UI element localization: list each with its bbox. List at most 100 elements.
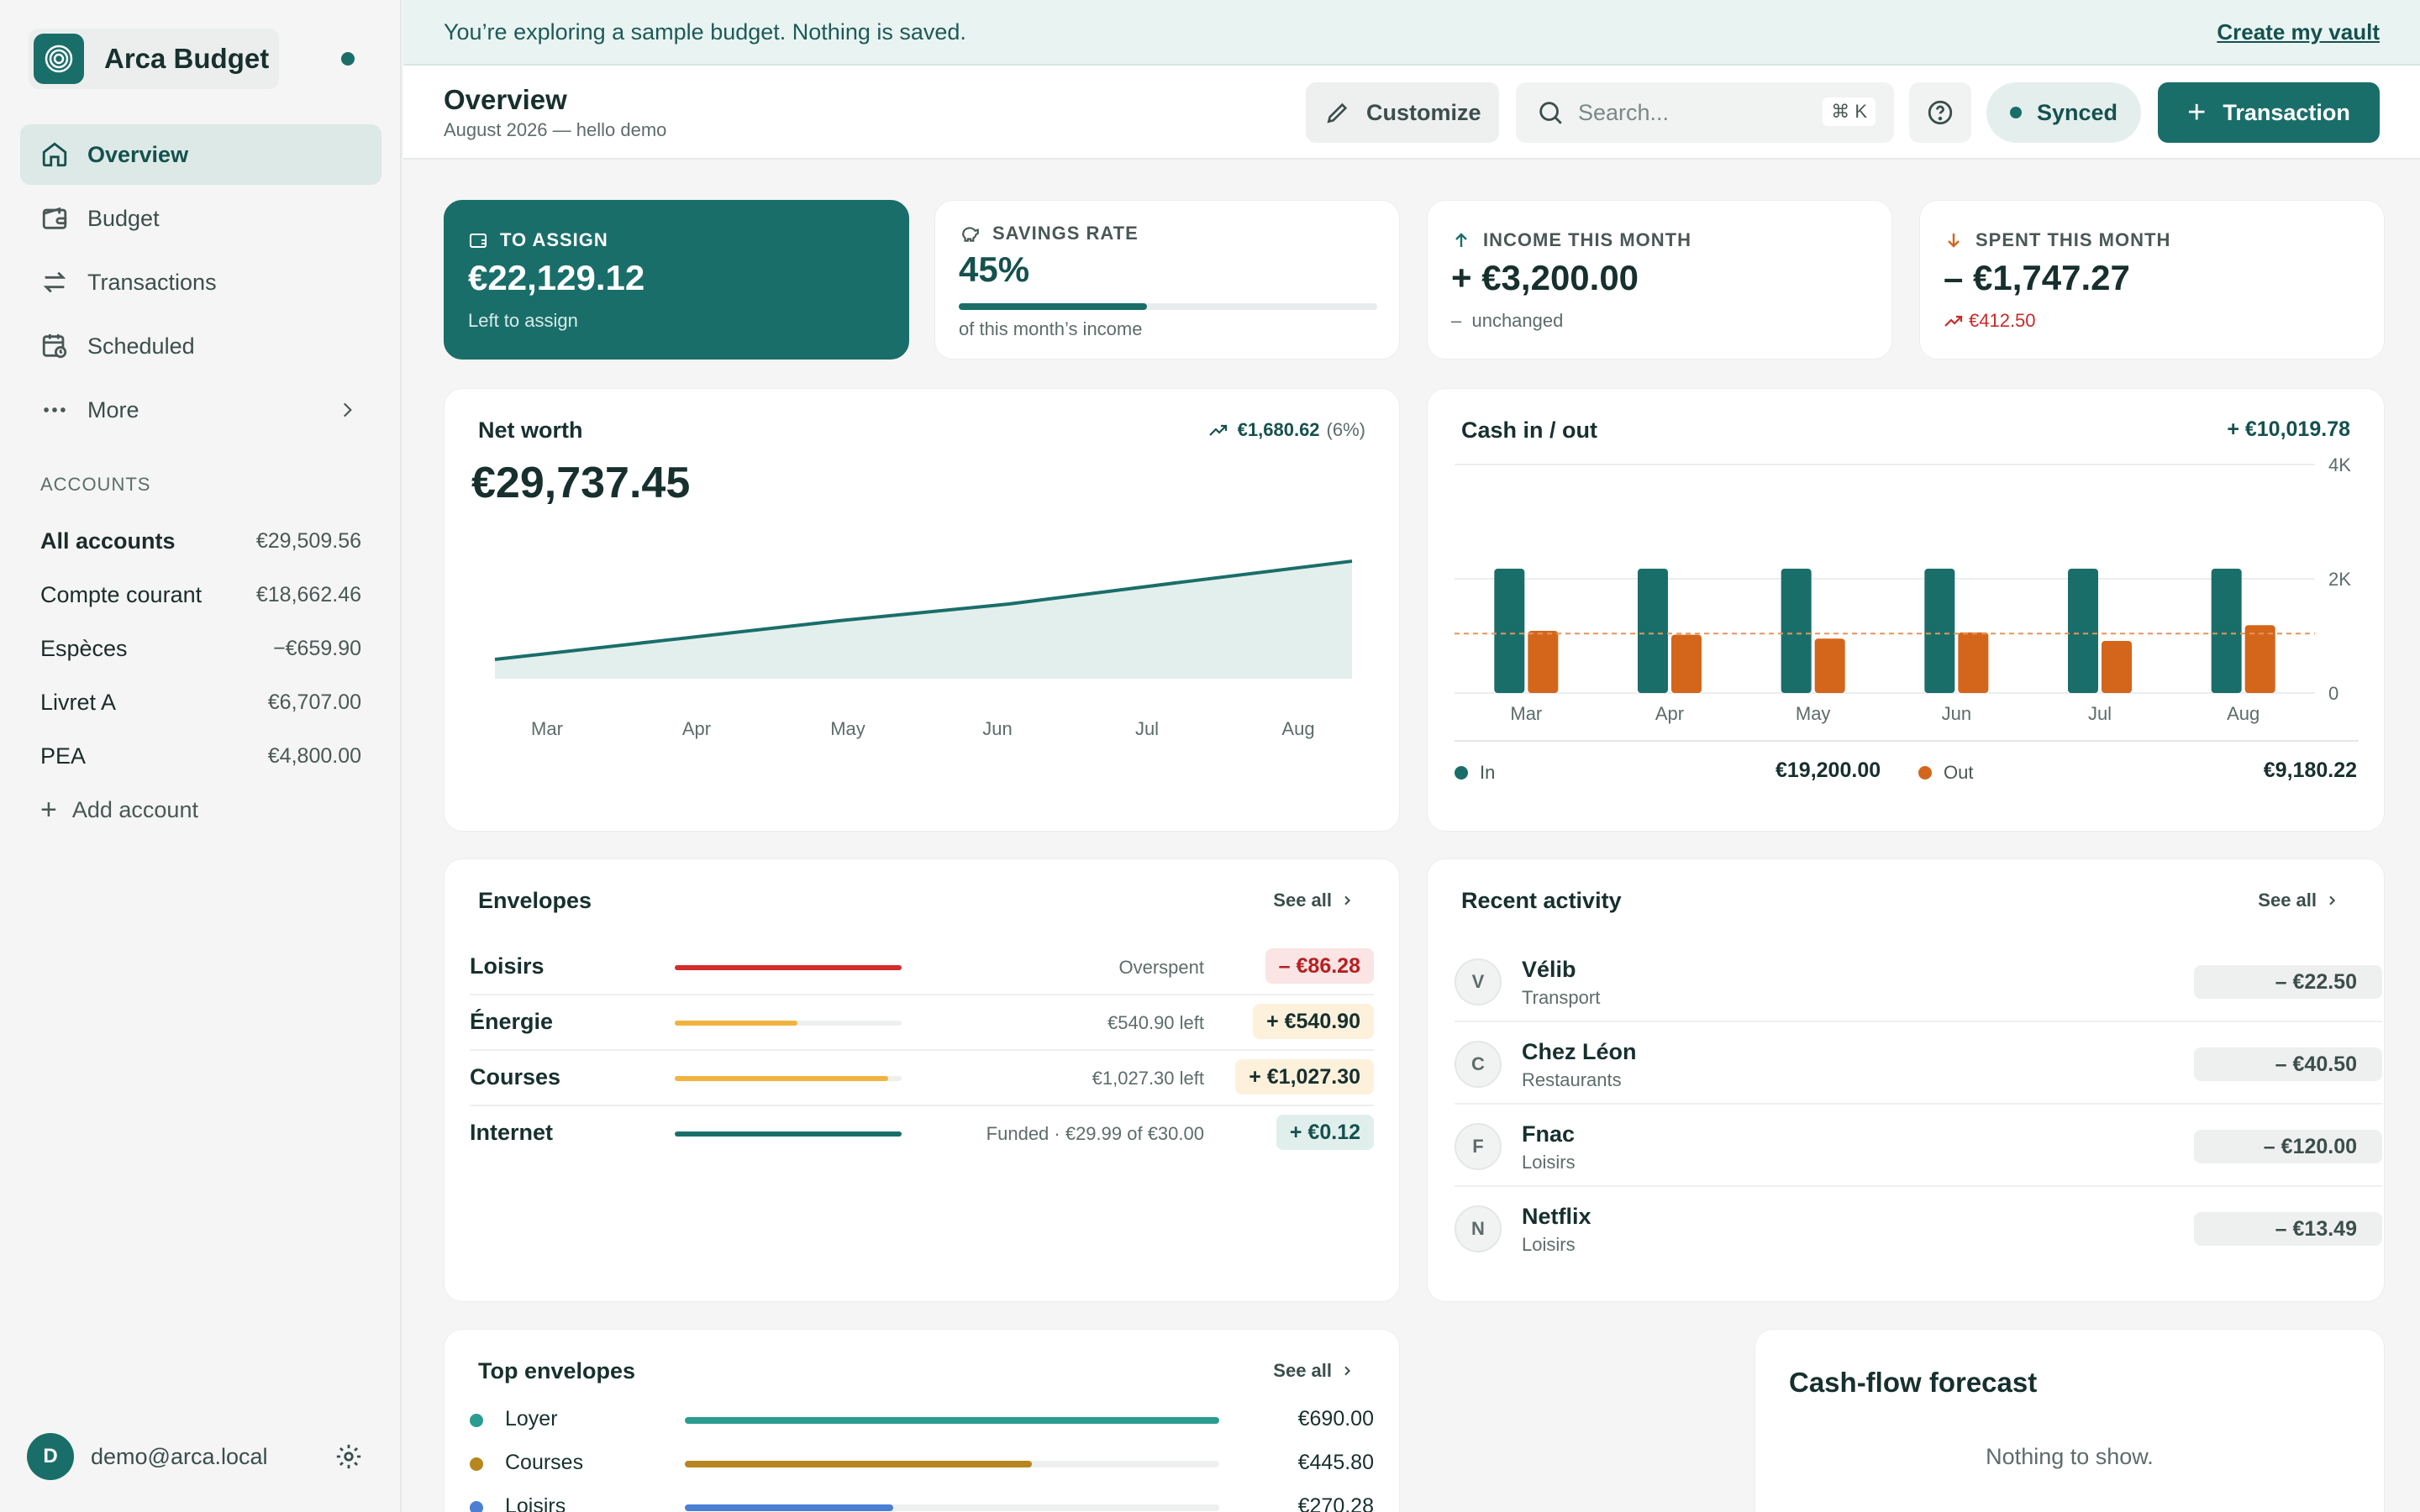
kpi-sub: Left to assign xyxy=(468,310,578,331)
see-all-envelopes[interactable]: See all xyxy=(1273,890,1354,911)
activity-row[interactable]: F Fnac Loisirs – €120.00 xyxy=(1455,1105,2382,1187)
see-all-label: See all xyxy=(2258,890,2317,911)
envelope-amount: €270.28 xyxy=(1297,1494,1374,1512)
sync-status-button[interactable]: Synced xyxy=(1986,82,2141,143)
see-all-activity[interactable]: See all xyxy=(2258,890,2338,911)
kpi-label-text: INCOME THIS MONTH xyxy=(1483,229,1691,250)
kpi-label-text: SAVINGS RATE xyxy=(992,223,1139,244)
create-vault-link[interactable]: Create my vault xyxy=(2217,18,2380,45)
envelope-name: Loisirs xyxy=(470,953,544,979)
plus-icon: + xyxy=(2187,94,2207,130)
sync-dot xyxy=(2009,107,2022,118)
bar-out xyxy=(2102,641,2132,693)
account-row-all[interactable]: All accounts €29,509.56 xyxy=(40,514,361,568)
app-name: Arca Budget xyxy=(104,43,270,74)
change-amount: €1,680.62 xyxy=(1237,419,1320,440)
envelope-progress-track xyxy=(675,1076,902,1081)
brand[interactable]: Arca Budget xyxy=(29,29,279,89)
account-row[interactable]: Espèces −€659.90 xyxy=(40,622,361,675)
top-envelope-row[interactable]: Loisirs €270.28 xyxy=(470,1486,1374,1512)
envelope-row[interactable]: Internet Funded · €29.99 of €30.00 + €0.12 xyxy=(470,1106,1374,1162)
search-icon xyxy=(1539,102,1562,124)
envelope-row[interactable]: Énergie €540.90 left + €540.90 xyxy=(470,995,1374,1051)
nav-item-transactions[interactable]: Transactions xyxy=(20,252,381,312)
bar-in xyxy=(2068,569,2098,693)
search-input[interactable]: Search... ⌘ K xyxy=(1516,82,1894,143)
x-tick-label: Jul xyxy=(1135,718,1159,739)
top-envelope-row[interactable]: Courses €445.80 xyxy=(470,1442,1374,1486)
help-icon xyxy=(1928,100,1953,125)
account-row[interactable]: Compte courant €18,662.46 xyxy=(40,568,361,622)
chevron-right-icon xyxy=(343,402,352,417)
account-amount: €4,800.00 xyxy=(267,743,361,768)
kpi-sub: – unchanged xyxy=(1451,310,1563,332)
nav-item-scheduled[interactable]: Scheduled xyxy=(20,316,381,376)
recent-activity-card: Recent activity See all V Vélib Transport –… xyxy=(1427,858,2385,1302)
nav-label: More xyxy=(87,396,139,423)
envelope-progress-fill xyxy=(675,1076,888,1081)
x-tick-label: May xyxy=(830,718,865,739)
accounts-heading: ACCOUNTS xyxy=(40,474,151,495)
sidebar: Arca Budget Overview Budget Transactions… xyxy=(0,0,402,1512)
envelope-balance-badge: + €0.12 xyxy=(1276,1115,1374,1150)
envelope-amount: €690.00 xyxy=(1297,1407,1374,1431)
transaction-amount: – €13.49 xyxy=(2194,1212,2382,1246)
envelope-balance-badge: + €1,027.30 xyxy=(1235,1059,1374,1095)
envelope-name: Courses xyxy=(470,1064,561,1089)
account-amount: €18,662.46 xyxy=(255,582,361,606)
nav-label: Budget xyxy=(87,205,160,231)
envelope-row[interactable]: Courses €1,027.30 left + €1,027.30 xyxy=(470,1051,1374,1106)
account-row[interactable]: PEA €4,800.00 xyxy=(40,729,361,783)
envelope-progress-track xyxy=(675,1131,902,1137)
top-envelope-row[interactable]: Loyer €690.00 xyxy=(470,1399,1374,1442)
activity-row[interactable]: V Vélib Transport – €22.50 xyxy=(1455,940,2382,1022)
kpi-spent[interactable]: SPENT THIS MONTH – €1,747.27 €412.50 xyxy=(1919,200,2385,360)
card-title: Cash-flow forecast xyxy=(1789,1367,2038,1398)
bar-in xyxy=(1924,569,1955,693)
net-worth-change: €1,680.62 (6%) xyxy=(1207,419,1365,441)
x-tick-label: May xyxy=(1796,703,1831,724)
bar-in xyxy=(2211,569,2242,693)
see-all-label: See all xyxy=(1273,1360,1332,1381)
add-transaction-button[interactable]: + Transaction xyxy=(2158,82,2380,143)
net-worth-area xyxy=(495,561,1352,679)
activity-row[interactable]: C Chez Léon Restaurants – €40.50 xyxy=(1455,1022,2382,1105)
see-all-top-envelopes[interactable]: See all xyxy=(1273,1360,1354,1382)
nav-item-more[interactable]: More xyxy=(20,380,381,440)
trend-up-icon xyxy=(1208,424,1227,436)
transaction-label: Transaction xyxy=(2223,99,2350,125)
payee-avatar: V xyxy=(1455,958,1502,1005)
account-name: Compte courant xyxy=(40,581,203,607)
payee-avatar: C xyxy=(1455,1041,1502,1088)
account-amount: €29,509.56 xyxy=(255,528,361,553)
chevron-right-icon xyxy=(1344,1366,1351,1376)
add-account-button[interactable]: + Add account xyxy=(40,783,361,837)
payee-avatar: F xyxy=(1455,1123,1502,1170)
account-name: Espèces xyxy=(40,635,128,661)
nav-item-overview[interactable]: Overview xyxy=(20,124,381,185)
kpi-label-text: SPENT THIS MONTH xyxy=(1975,229,2171,250)
transaction-amount: – €22.50 xyxy=(2194,965,2382,999)
account-row[interactable]: Livret A €6,707.00 xyxy=(40,675,361,729)
add-account-label: Add account xyxy=(71,796,198,822)
help-button[interactable] xyxy=(1909,82,1971,143)
activity-row[interactable]: N Netflix Loisirs – €13.49 xyxy=(1455,1187,2382,1269)
nav-item-budget[interactable]: Budget xyxy=(20,188,381,249)
net-worth-value: €29,737.45 xyxy=(471,459,691,507)
kpi-income[interactable]: INCOME THIS MONTH + €3,200.00 – unchange… xyxy=(1427,200,1892,360)
gear-icon[interactable] xyxy=(334,1442,363,1471)
payee-category: Transport xyxy=(1522,987,1601,1008)
account-name: Livret A xyxy=(40,689,117,715)
legend-out: Out xyxy=(1918,762,1973,784)
kpi-to-assign[interactable]: TO ASSIGN €22,129.12 Left to assign xyxy=(444,200,909,360)
kpi-value: – €1,747.27 xyxy=(1944,258,2130,297)
envelope-row[interactable]: Loisirs Overspent – €86.28 xyxy=(470,940,1374,995)
x-tick-label: Aug xyxy=(1281,718,1314,739)
accounts-list: All accounts €29,509.56 Compte courant €… xyxy=(40,514,361,837)
envelope-color-dot xyxy=(470,1414,483,1427)
kpi-savings-rate[interactable]: SAVINGS RATE 45% of this month’s income xyxy=(934,200,1400,360)
customize-button[interactable]: Customize xyxy=(1306,82,1499,143)
kpi-sub: €412.50 xyxy=(1944,310,2036,332)
user-menu[interactable]: D demo@arca.local xyxy=(27,1433,363,1480)
bar-out xyxy=(2244,625,2275,693)
